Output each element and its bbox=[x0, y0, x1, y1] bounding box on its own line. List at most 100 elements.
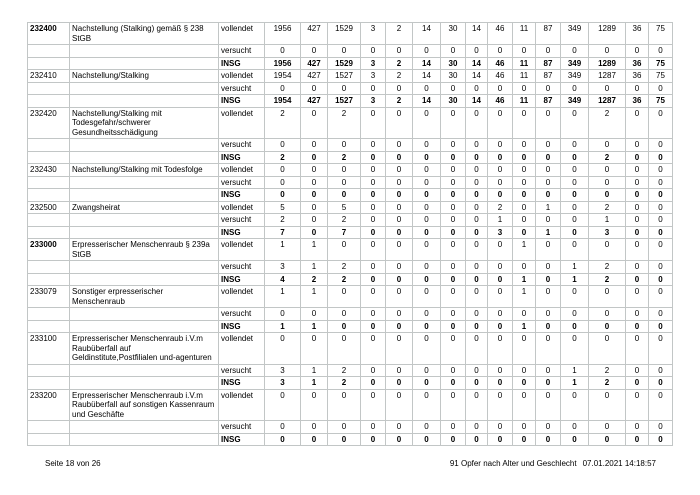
value-cell: 0 bbox=[264, 420, 301, 434]
value-cell: 0 bbox=[385, 163, 413, 177]
value-cell: 0 bbox=[327, 175, 361, 189]
value-cell: 0 bbox=[360, 388, 386, 421]
value-cell: 3 bbox=[264, 363, 301, 377]
value-cell: 5 bbox=[327, 200, 361, 214]
value-cell: 0 bbox=[300, 225, 328, 239]
value-cell: 0 bbox=[385, 81, 413, 95]
insg-row: INSG 1954 427 1527 3 2 14 30 14 46 11 87 349 1287 36 75 bbox=[27, 94, 673, 108]
offense-code-cell bbox=[27, 138, 70, 152]
value-cell: 0 bbox=[412, 376, 441, 390]
offense-description-cell bbox=[69, 94, 219, 108]
value-cell: 0 bbox=[487, 150, 513, 164]
value-cell: 0 bbox=[440, 225, 466, 239]
value-cell: 0 bbox=[264, 44, 301, 58]
value-cell: 0 bbox=[465, 81, 488, 95]
value-cell: 0 bbox=[588, 307, 626, 321]
value-cell: 0 bbox=[625, 213, 649, 227]
status-cell: INSG bbox=[218, 225, 265, 239]
value-cell: 0 bbox=[360, 432, 386, 446]
table-row: versucht 0 0 0 0 0 0 0 0 0 0 0 0 0 0 0 bbox=[27, 175, 673, 189]
value-cell: 0 bbox=[327, 388, 361, 421]
offense-description-cell bbox=[69, 56, 219, 70]
value-cell: 1 bbox=[560, 260, 589, 274]
table-row: 233200 Erpresserischer Menschenraub i.V.m… bbox=[27, 388, 673, 421]
value-cell: 0 bbox=[625, 238, 649, 261]
offense-description-cell bbox=[69, 150, 219, 164]
value-cell: 1956 bbox=[264, 56, 301, 70]
offense-description-cell bbox=[69, 213, 219, 227]
value-cell: 0 bbox=[385, 175, 413, 189]
offense-description-cell bbox=[69, 81, 219, 95]
value-cell: 0 bbox=[588, 285, 626, 308]
value-cell: 0 bbox=[412, 200, 441, 214]
value-cell: 1954 bbox=[264, 69, 301, 83]
value-cell: 1 bbox=[300, 238, 328, 261]
value-cell: 0 bbox=[648, 106, 673, 139]
value-cell: 0 bbox=[512, 376, 536, 390]
value-cell: 0 bbox=[625, 376, 649, 390]
value-cell: 0 bbox=[648, 420, 673, 434]
value-cell: 2 bbox=[264, 213, 301, 227]
value-cell: 0 bbox=[412, 238, 441, 261]
value-cell: 0 bbox=[487, 260, 513, 274]
offense-description-cell bbox=[69, 44, 219, 58]
value-cell: 0 bbox=[560, 332, 589, 365]
value-cell: 0 bbox=[412, 106, 441, 139]
value-cell: 1529 bbox=[327, 56, 361, 70]
offense-code-cell bbox=[27, 81, 70, 95]
value-cell: 14 bbox=[412, 56, 441, 70]
value-cell: 3 bbox=[360, 22, 386, 45]
offense-code-cell bbox=[27, 94, 70, 108]
value-cell: 0 bbox=[360, 150, 386, 164]
status-cell: versucht bbox=[218, 213, 265, 227]
value-cell: 0 bbox=[327, 307, 361, 321]
value-cell: 2 bbox=[588, 272, 626, 286]
value-cell: 0 bbox=[300, 138, 328, 152]
value-cell: 0 bbox=[535, 175, 561, 189]
offense-code-cell bbox=[27, 272, 70, 286]
value-cell: 0 bbox=[560, 420, 589, 434]
value-cell: 0 bbox=[412, 163, 441, 177]
value-cell: 0 bbox=[465, 420, 488, 434]
value-cell: 0 bbox=[648, 260, 673, 274]
value-cell: 2 bbox=[385, 94, 413, 108]
value-cell: 0 bbox=[385, 225, 413, 239]
status-cell: vollendet bbox=[218, 69, 265, 83]
value-cell: 0 bbox=[648, 81, 673, 95]
value-cell: 0 bbox=[487, 175, 513, 189]
offense-description-cell bbox=[69, 420, 219, 434]
table-row: 232430 Nachstellung/Stalking mit Todesfol… bbox=[27, 163, 673, 177]
offense-code-cell bbox=[27, 225, 70, 239]
value-cell: 0 bbox=[360, 175, 386, 189]
offense-description-cell: Erpresserischer Menschenraub i.V.m Raubü… bbox=[69, 388, 219, 421]
value-cell: 0 bbox=[487, 163, 513, 177]
value-cell: 0 bbox=[560, 106, 589, 139]
offense-description-cell: Sonstiger erpresserischer Menschenraub bbox=[69, 285, 219, 308]
value-cell: 0 bbox=[385, 307, 413, 321]
value-cell: 0 bbox=[385, 363, 413, 377]
value-cell: 0 bbox=[535, 138, 561, 152]
value-cell: 0 bbox=[648, 200, 673, 214]
value-cell: 0 bbox=[535, 81, 561, 95]
value-cell: 0 bbox=[465, 363, 488, 377]
value-cell: 0 bbox=[512, 163, 536, 177]
value-cell: 0 bbox=[360, 420, 386, 434]
value-cell: 0 bbox=[648, 175, 673, 189]
value-cell: 2 bbox=[588, 200, 626, 214]
offense-description-cell bbox=[69, 272, 219, 286]
value-cell: 30 bbox=[440, 56, 466, 70]
value-cell: 0 bbox=[264, 138, 301, 152]
value-cell: 0 bbox=[588, 81, 626, 95]
value-cell: 1 bbox=[588, 213, 626, 227]
offense-code-cell bbox=[27, 319, 70, 333]
status-cell: INSG bbox=[218, 272, 265, 286]
value-cell: 0 bbox=[385, 260, 413, 274]
value-cell: 0 bbox=[300, 388, 328, 421]
value-cell: 0 bbox=[560, 188, 589, 202]
value-cell: 427 bbox=[300, 56, 328, 70]
value-cell: 0 bbox=[360, 138, 386, 152]
value-cell: 0 bbox=[465, 138, 488, 152]
value-cell: 0 bbox=[465, 285, 488, 308]
insg-row: INSG 1956 427 1529 3 2 14 30 14 46 11 87 349 1289 36 75 bbox=[27, 56, 673, 70]
value-cell: 36 bbox=[625, 69, 649, 83]
